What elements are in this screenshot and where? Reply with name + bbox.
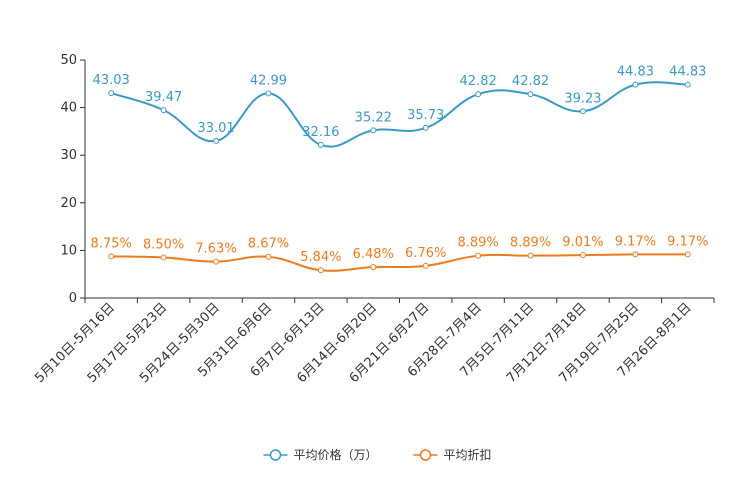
series-0-point[interactable] xyxy=(160,107,167,114)
series-0-point[interactable] xyxy=(108,90,115,97)
series-0-data-label: 39.23 xyxy=(564,91,601,106)
series-1-data-label: 9.17% xyxy=(667,234,708,249)
legend-marker-icon xyxy=(419,449,432,461)
series-1-point[interactable] xyxy=(632,251,639,258)
series-0-point[interactable] xyxy=(370,127,377,134)
series-0-data-label: 33.01 xyxy=(197,121,234,136)
series-1-data-label: 9.01% xyxy=(562,235,603,250)
y-tick-label: 10 xyxy=(60,243,77,258)
series-line-1 xyxy=(111,253,688,272)
series-1-data-label: 6.76% xyxy=(405,246,446,261)
series-0-data-label: 44.83 xyxy=(617,65,654,80)
series-1-data-label: 8.50% xyxy=(143,238,184,253)
series-1-point[interactable] xyxy=(370,264,377,271)
y-tick-label: 50 xyxy=(60,53,77,68)
series-0-data-label: 35.73 xyxy=(407,108,444,123)
series-1-data-label: 5.84% xyxy=(300,250,341,265)
series-1-data-label: 7.63% xyxy=(195,242,236,257)
series-1-point[interactable] xyxy=(684,251,691,258)
y-tick-label: 0 xyxy=(69,291,77,306)
y-tick-label: 30 xyxy=(60,148,77,163)
series-0-data-label: 35.22 xyxy=(355,110,392,125)
data-labels-layer: 43.03 39.47 33.01 42.99 32.16 35.22 35.73 42.82… xyxy=(91,65,709,266)
series-1-point[interactable] xyxy=(422,262,429,269)
legend-item-0[interactable]: 平均价格（万） xyxy=(263,447,378,462)
series-0-data-label: 32.16 xyxy=(302,125,339,140)
series-1-point[interactable] xyxy=(160,254,167,261)
series-0-point[interactable] xyxy=(684,81,691,88)
series-0-point[interactable] xyxy=(265,90,272,97)
y-tick-label: 20 xyxy=(60,196,77,211)
series-1-point[interactable] xyxy=(475,252,482,259)
series-0-point[interactable] xyxy=(527,91,534,98)
series-1-data-label: 8.75% xyxy=(91,236,132,251)
legend[interactable]: 平均价格（万） 平均折扣 xyxy=(263,447,492,462)
series-1-data-label: 6.48% xyxy=(353,247,394,262)
legend-item-1[interactable]: 平均折扣 xyxy=(413,447,492,462)
series-0-data-label: 42.99 xyxy=(250,73,287,88)
series-layer xyxy=(108,81,691,274)
series-0-data-label: 43.03 xyxy=(93,73,130,88)
axes-layer: 010203040505月10日-5月16日5月17日-5月23日5月24日-5… xyxy=(32,53,715,386)
legend-marker-icon xyxy=(269,449,282,461)
series-0-point[interactable] xyxy=(632,81,639,88)
series-1-data-label: 8.67% xyxy=(248,237,289,252)
series-0-point[interactable] xyxy=(579,108,586,115)
series-0-point[interactable] xyxy=(475,91,482,98)
y-tick-label: 40 xyxy=(60,101,77,116)
series-0-data-label: 39.47 xyxy=(145,90,182,105)
legend-label: 平均折扣 xyxy=(444,447,492,462)
series-0-data-label: 42.82 xyxy=(460,74,497,89)
series-1-point[interactable] xyxy=(265,253,272,260)
series-1-point[interactable] xyxy=(108,253,115,260)
series-1-point[interactable] xyxy=(579,252,586,259)
series-1-point[interactable] xyxy=(213,258,220,265)
series-1-data-label: 8.89% xyxy=(457,236,498,251)
legend-label: 平均价格（万） xyxy=(294,447,378,462)
series-0-point[interactable] xyxy=(317,141,324,148)
series-0-data-label: 44.83 xyxy=(669,65,706,80)
series-1-data-label: 8.89% xyxy=(510,236,551,251)
series-0-data-label: 42.82 xyxy=(512,74,549,89)
series-0-point[interactable] xyxy=(422,124,429,131)
series-1-point[interactable] xyxy=(317,267,324,274)
series-0-point[interactable] xyxy=(213,137,220,144)
series-1-point[interactable] xyxy=(527,252,534,259)
series-1-data-label: 9.17% xyxy=(615,234,656,249)
